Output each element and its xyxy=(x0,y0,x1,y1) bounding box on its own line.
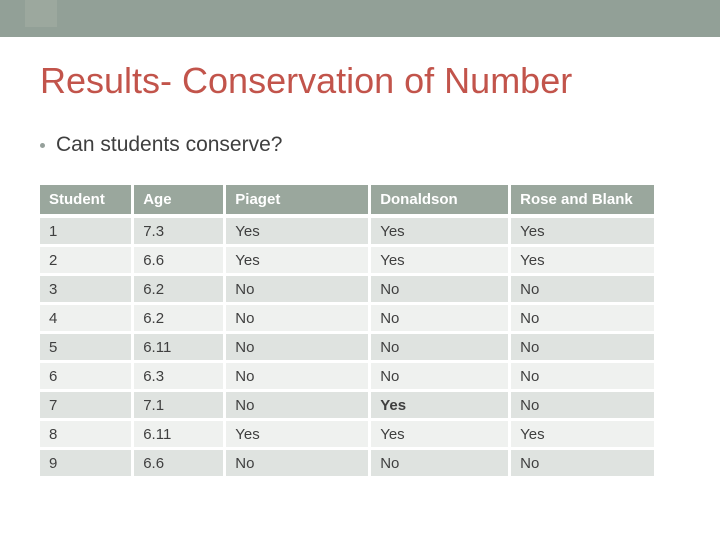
table-cell: No xyxy=(369,332,512,363)
table-cell: 8 xyxy=(40,419,135,450)
top-accent-square xyxy=(25,0,57,27)
table-cell: Yes xyxy=(369,390,512,421)
table-cell: 7.3 xyxy=(132,216,227,247)
table-cell: 6 xyxy=(40,361,135,392)
table-cell: No xyxy=(369,361,512,392)
bullet-line: Can students conserve? xyxy=(40,131,282,159)
table-row: 9 6.6 No No No xyxy=(40,448,654,479)
table-cell: Yes xyxy=(369,419,512,450)
table-cell: No xyxy=(224,274,372,305)
table-cell: Yes xyxy=(224,419,372,450)
slide-title: Results- Conservation of Number xyxy=(40,60,573,101)
column-header-piaget: Piaget xyxy=(224,185,372,218)
table-cell: No xyxy=(224,303,372,334)
table-cell: 7.1 xyxy=(132,390,227,421)
column-header-student: Student xyxy=(40,185,135,218)
table-row: 6 6.3 No No No xyxy=(40,361,654,392)
top-accent-bar xyxy=(0,0,720,37)
table-cell: 3 xyxy=(40,274,135,305)
table-cell: No xyxy=(369,303,512,334)
table-cell: Yes xyxy=(369,245,512,276)
table-cell: No xyxy=(509,332,654,363)
column-header-donaldson: Donaldson xyxy=(369,185,512,218)
table-cell: No xyxy=(224,390,372,421)
table-cell: 6.2 xyxy=(132,303,227,334)
table-cell: 9 xyxy=(40,448,135,479)
bullet-icon xyxy=(40,142,45,148)
table-row: 1 7.3 Yes Yes Yes xyxy=(40,216,654,247)
table-cell: 1 xyxy=(40,216,135,247)
table-row: 8 6.11 Yes Yes Yes xyxy=(40,419,654,450)
table-header-row: Student Age Piaget Donaldson Rose and Blank xyxy=(40,185,654,218)
table-cell: Yes xyxy=(224,245,372,276)
table-cell: No xyxy=(509,361,654,392)
table-cell: Yes xyxy=(509,419,654,450)
table-cell: No xyxy=(224,332,372,363)
table-cell: 6.2 xyxy=(132,274,227,305)
table-row: 2 6.6 Yes Yes Yes xyxy=(40,245,654,276)
table-cell: No xyxy=(369,274,512,305)
column-header-rose-and-blank: Rose and Blank xyxy=(509,185,654,218)
table-cell: 6.3 xyxy=(132,361,227,392)
table-cell: No xyxy=(369,448,512,479)
table-cell: No xyxy=(224,361,372,392)
table-cell: 7 xyxy=(40,390,135,421)
table-cell: No xyxy=(509,303,654,334)
table-cell: Yes xyxy=(509,216,654,247)
table-cell: No xyxy=(224,448,372,479)
table-cell: No xyxy=(509,274,654,305)
table-cell: No xyxy=(509,448,654,479)
table-row: 7 7.1 No Yes No xyxy=(40,390,654,421)
column-header-age: Age xyxy=(132,185,227,218)
table-row: 4 6.2 No No No xyxy=(40,303,654,334)
table-cell: 4 xyxy=(40,303,135,334)
table-cell: No xyxy=(509,390,654,421)
table-cell: 6.11 xyxy=(132,332,227,363)
bullet-text: Can students conserve? xyxy=(56,133,283,156)
table-cell: Yes xyxy=(509,245,654,276)
table-cell: 2 xyxy=(40,245,135,276)
results-table: Student Age Piaget Donaldson Rose and Blank … xyxy=(40,185,654,479)
table-row: 3 6.2 No No No xyxy=(40,274,654,305)
table-cell: Yes xyxy=(224,216,372,247)
table-cell: 6.6 xyxy=(132,245,227,276)
table-cell: 6.6 xyxy=(132,448,227,479)
table-cell: 6.11 xyxy=(132,419,227,450)
table-cell: 5 xyxy=(40,332,135,363)
table-row: 5 6.11 No No No xyxy=(40,332,654,363)
table-cell: Yes xyxy=(369,216,512,247)
